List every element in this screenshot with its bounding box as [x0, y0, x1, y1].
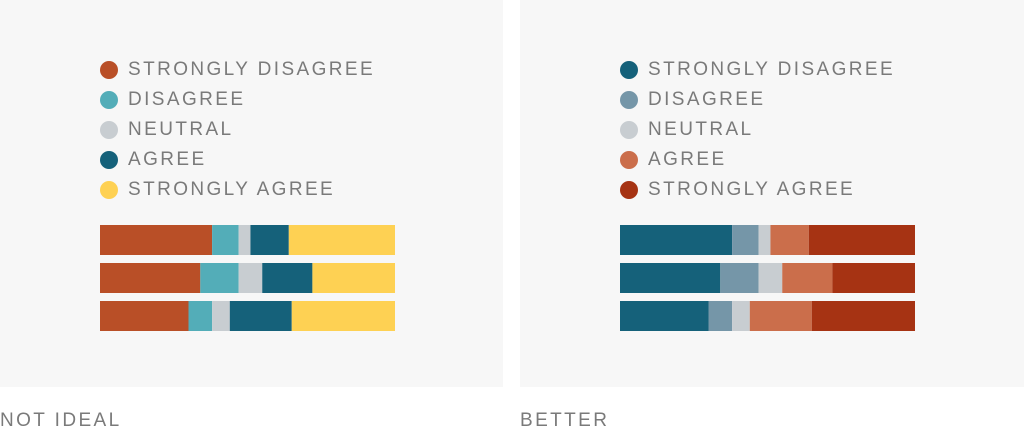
bar-segment — [250, 225, 289, 255]
chart-panel-better: STRONGLY DISAGREE DISAGREE NEUTRAL AGREE… — [520, 0, 1024, 387]
bar-segment — [782, 263, 833, 293]
bar-segment — [238, 225, 251, 255]
legend-label: NEUTRAL — [128, 119, 234, 140]
chart-panel-not-ideal: STRONGLY DISAGREE DISAGREE NEUTRAL AGREE… — [0, 0, 503, 387]
legend-label: AGREE — [128, 149, 207, 170]
bar-segment — [620, 263, 721, 293]
bar-segment — [732, 225, 759, 255]
legend-label: DISAGREE — [648, 89, 766, 110]
legend-item: NEUTRAL — [620, 115, 895, 145]
bar-segment — [620, 225, 733, 255]
bar-segment — [212, 225, 239, 255]
bar-segment — [732, 301, 750, 331]
bar-segment — [100, 263, 201, 293]
legend: STRONGLY DISAGREE DISAGREE NEUTRAL AGREE… — [100, 55, 375, 205]
legend-item: NEUTRAL — [100, 115, 375, 145]
legend-label: NEUTRAL — [648, 119, 754, 140]
legend-swatch — [100, 91, 118, 109]
legend-item: DISAGREE — [100, 85, 375, 115]
bar-segment — [811, 301, 915, 331]
legend-label: STRONGLY AGREE — [128, 179, 336, 200]
bar-segment — [758, 263, 783, 293]
legend-swatch — [100, 151, 118, 169]
legend-item: AGREE — [620, 145, 895, 175]
legend-label: STRONGLY DISAGREE — [648, 59, 896, 80]
bar-segment — [262, 263, 313, 293]
legend-swatch — [620, 121, 638, 139]
bar-segment — [288, 225, 395, 255]
legend-swatch — [620, 61, 638, 79]
bar-segment — [100, 301, 189, 331]
bar-segment — [212, 301, 230, 331]
legend-item: AGREE — [100, 145, 375, 175]
stacked-bars — [620, 225, 915, 331]
bar-segment — [188, 301, 213, 331]
legend-item: STRONGLY AGREE — [620, 175, 895, 205]
legend-label: AGREE — [648, 149, 727, 170]
legend-swatch — [620, 181, 638, 199]
legend-label: STRONGLY DISAGREE — [128, 59, 376, 80]
bar-segment — [238, 263, 263, 293]
caption-not-ideal: NOT IDEAL — [0, 410, 122, 431]
bar-segment — [312, 263, 395, 293]
bar-segment — [749, 301, 812, 331]
caption-better: BETTER — [520, 410, 610, 431]
legend-swatch — [100, 61, 118, 79]
bar-segment — [770, 225, 809, 255]
bar-segment — [229, 301, 292, 331]
legend-item: STRONGLY DISAGREE — [620, 55, 895, 85]
bar-segment — [291, 301, 395, 331]
bar-segment — [100, 225, 213, 255]
legend-item: STRONGLY AGREE — [100, 175, 375, 205]
legend-label: DISAGREE — [128, 89, 246, 110]
legend-swatch — [100, 121, 118, 139]
bar-segment — [832, 263, 915, 293]
bar-segment — [808, 225, 915, 255]
legend: STRONGLY DISAGREE DISAGREE NEUTRAL AGREE… — [620, 55, 895, 205]
legend-swatch — [620, 91, 638, 109]
stacked-bars — [100, 225, 395, 331]
legend-item: DISAGREE — [620, 85, 895, 115]
legend-swatch — [100, 181, 118, 199]
bar-segment — [720, 263, 759, 293]
bar-segment — [758, 225, 771, 255]
bar-segment — [708, 301, 733, 331]
legend-swatch — [620, 151, 638, 169]
bar-segment — [200, 263, 239, 293]
legend-label: STRONGLY AGREE — [648, 179, 856, 200]
legend-item: STRONGLY DISAGREE — [100, 55, 375, 85]
bar-segment — [620, 301, 709, 331]
